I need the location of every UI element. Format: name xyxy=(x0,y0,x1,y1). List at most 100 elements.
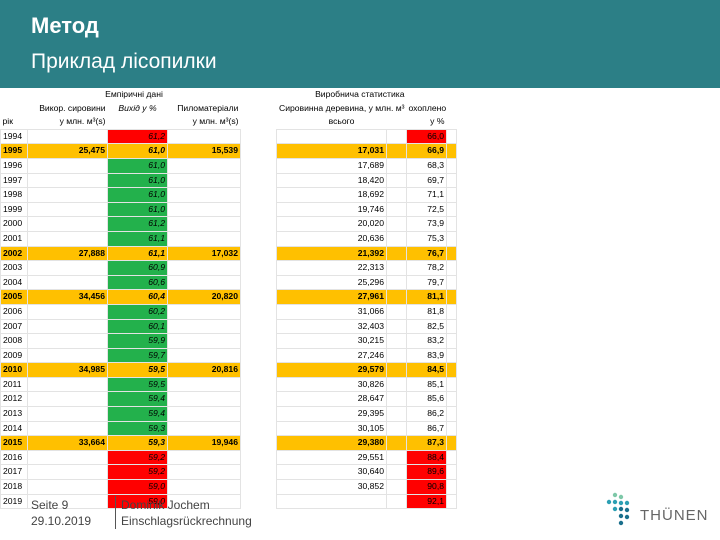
table-row: 1998 61,0 xyxy=(0,187,241,203)
yield-cell: 59,2 xyxy=(107,449,168,466)
footer-page-info: Seite 9 29.10.2019 xyxy=(31,497,91,529)
table-row: 20,636 75,3 xyxy=(276,230,457,247)
year-cell: 2002 xyxy=(0,245,28,262)
spacer-cell xyxy=(386,303,407,320)
spacer-cell xyxy=(446,347,457,364)
table-row: 2005 34,456 60,4 20,820 xyxy=(0,289,241,305)
spacer-cell xyxy=(446,376,457,393)
yield-cell: 61,2 xyxy=(107,216,168,232)
spacer-cell xyxy=(446,143,457,159)
lumber-cell: 17,032 xyxy=(167,245,241,262)
year-cell: 2006 xyxy=(0,303,28,320)
yield-cell: 61,0 xyxy=(107,143,168,159)
raw-wood-cell: 19,746 xyxy=(276,201,387,218)
footer-divider xyxy=(115,496,116,529)
spacer-cell xyxy=(386,201,407,218)
input-cell: 27,888 xyxy=(27,245,108,262)
raw-wood-cell: 27,961 xyxy=(276,289,387,305)
spacer-cell xyxy=(446,449,457,466)
spacer-cell xyxy=(386,260,407,276)
spacer-cell xyxy=(386,128,407,145)
footer-author-info: Dominik Jochem Einschlagsrückrechnung xyxy=(121,497,252,529)
yield-cell: 60,2 xyxy=(107,303,168,320)
table-row: 2013 59,4 xyxy=(0,406,241,422)
lumber-cell xyxy=(167,172,241,189)
col-header-lumber: Пиломатеріали xyxy=(177,102,239,113)
slide-title: Метод xyxy=(31,13,99,38)
table-row: 2014 59,3 xyxy=(0,420,241,437)
coverage-cell: 78,2 xyxy=(406,260,447,276)
year-cell: 2000 xyxy=(0,216,28,232)
input-cell xyxy=(27,303,108,320)
table-row: 28,647 85,6 xyxy=(276,391,457,408)
table-row: 2004 60,6 xyxy=(0,274,241,291)
presentation-topic: Einschlagsrückrechnung xyxy=(121,514,252,528)
table-row: 25,296 79,7 xyxy=(276,274,457,291)
raw-wood-cell: 29,551 xyxy=(276,449,387,466)
yield-cell: 61,0 xyxy=(107,172,168,189)
spacer-cell xyxy=(446,157,457,174)
spacer-cell xyxy=(386,420,407,437)
coverage-cell: 68,3 xyxy=(406,157,447,174)
production-group-header: Виробнича статистика xyxy=(315,89,405,99)
lumber-cell xyxy=(167,201,241,218)
input-cell xyxy=(27,376,108,393)
table-row: 2015 33,664 59,3 19,946 xyxy=(0,435,241,451)
raw-wood-cell: 29,579 xyxy=(276,362,387,378)
year-cell: 2013 xyxy=(0,406,28,422)
lumber-cell xyxy=(167,464,241,481)
input-cell: 33,664 xyxy=(27,435,108,451)
table-row: 2019 59,0 xyxy=(0,493,241,510)
table-row: 2003 60,9 xyxy=(0,260,241,276)
input-cell xyxy=(27,274,108,291)
raw-wood-cell: 20,020 xyxy=(276,216,387,232)
year-cell: 2009 xyxy=(0,347,28,364)
input-cell xyxy=(27,260,108,276)
lumber-cell xyxy=(167,347,241,364)
table-row: 17,031 66,9 xyxy=(276,143,457,159)
input-cell xyxy=(27,391,108,408)
coverage-cell: 81,8 xyxy=(406,303,447,320)
table-row: 2000 61,2 xyxy=(0,216,241,232)
raw-wood-cell: 29,380 xyxy=(276,435,387,451)
input-cell xyxy=(27,333,108,349)
raw-wood-cell: 32,403 xyxy=(276,318,387,335)
footer-date: 29.10.2019 xyxy=(31,514,92,528)
table-row: 29,380 87,3 xyxy=(276,435,457,451)
lumber-cell xyxy=(167,479,241,495)
lumber-cell xyxy=(167,420,241,437)
table-row: 2002 27,888 61,1 17,032 xyxy=(0,245,241,262)
table-row: 1997 61,0 xyxy=(0,172,241,189)
lumber-cell xyxy=(167,128,241,145)
table-row: 30,105 86,7 xyxy=(276,420,457,437)
coverage-cell: 71,1 xyxy=(406,187,447,203)
spacer-cell xyxy=(446,216,457,232)
empirical-group-header: Емпіричні дані xyxy=(105,89,163,99)
coverage-cell: 81,1 xyxy=(406,289,447,305)
year-cell: 1999 xyxy=(0,201,28,218)
table-row: 1999 61,0 xyxy=(0,201,241,218)
year-cell: 1998 xyxy=(0,187,28,203)
input-cell xyxy=(27,318,108,335)
year-cell: 2018 xyxy=(0,479,28,495)
table-row: 29,579 84,5 xyxy=(276,362,457,378)
table-row: 2010 34,985 59,5 20,816 xyxy=(0,362,241,378)
table-row: 2018 59,0 xyxy=(0,479,241,495)
table-row: 2016 59,2 xyxy=(0,449,241,466)
lumber-cell xyxy=(167,333,241,349)
spacer-cell xyxy=(446,303,457,320)
spacer-cell xyxy=(386,406,407,422)
coverage-cell: 73,9 xyxy=(406,216,447,232)
coverage-cell: 79,7 xyxy=(406,274,447,291)
yield-cell: 60,9 xyxy=(107,260,168,276)
raw-wood-cell xyxy=(276,128,387,145)
table-row: 1994 61,2 xyxy=(0,128,241,145)
input-cell xyxy=(27,406,108,422)
year-cell: 2017 xyxy=(0,464,28,481)
raw-wood-cell: 17,031 xyxy=(276,143,387,159)
table-row: 29,395 86,2 xyxy=(276,406,457,422)
coverage-cell: 66,0 xyxy=(406,128,447,145)
coverage-cell: 85,1 xyxy=(406,376,447,393)
lumber-cell xyxy=(167,157,241,174)
coverage-cell: 86,2 xyxy=(406,406,447,422)
